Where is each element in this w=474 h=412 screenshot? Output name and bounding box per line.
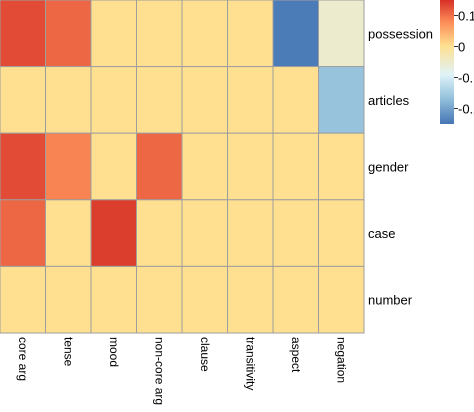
cell-number-core-arg (0, 265, 46, 334)
cell-case-mood (90, 199, 137, 267)
cell-possession-aspect (272, 0, 319, 68)
cell-possession-non-core-arg (136, 0, 183, 68)
colorbar-tick-label-1: 0 (458, 40, 465, 55)
colorbar (440, 0, 454, 124)
colorbar-ticks: 0.1 0 -0.1 -0.2 (454, 9, 474, 117)
cell-case-aspect (272, 199, 319, 267)
colorbar-tick-label-0: 0.1 (458, 9, 474, 24)
cell-articles-negation (318, 66, 365, 134)
column-label-aspect: aspect (289, 337, 303, 373)
cell-number-negation (318, 265, 365, 334)
cell-possession-mood (90, 0, 137, 68)
cell-gender-transitivity (227, 132, 274, 201)
cell-gender-negation (318, 132, 365, 201)
column-label-transitivity: transitivity (243, 337, 257, 390)
row-labels: possession articles gender case number (368, 26, 433, 307)
cell-case-clause (181, 199, 228, 267)
cell-case-negation (318, 199, 365, 267)
cell-number-mood (90, 265, 137, 334)
cell-articles-transitivity (227, 66, 274, 134)
cell-case-core-arg (0, 199, 46, 267)
column-label-clause: clause (198, 337, 212, 372)
cell-possession-core-arg (0, 0, 46, 68)
cell-articles-non-core-arg (136, 66, 183, 134)
cell-gender-non-core-arg (136, 132, 183, 201)
cell-articles-clause (181, 66, 228, 134)
cell-articles-tense (45, 66, 92, 134)
cell-gender-core-arg (0, 132, 46, 201)
cell-articles-core-arg (0, 66, 46, 134)
cell-number-transitivity (227, 265, 274, 334)
column-label-negation: negation (334, 337, 348, 383)
cell-gender-aspect (272, 132, 319, 201)
cell-case-tense (45, 199, 92, 267)
heatmap-cells (0, 0, 365, 334)
colorbar-tick-label-2: -0.1 (458, 71, 474, 86)
row-label-articles: articles (368, 93, 410, 108)
cell-possession-negation (318, 0, 365, 68)
column-labels: core arg tense mood non-core arg clause trans… (16, 337, 349, 405)
cell-gender-mood (90, 132, 137, 201)
cell-case-transitivity (227, 199, 274, 267)
row-label-case: case (368, 226, 395, 241)
row-label-number: number (368, 293, 413, 308)
colorbar-tick-label-3: -0.2 (458, 102, 474, 117)
cell-case-non-core-arg (136, 199, 183, 267)
cell-gender-tense (45, 132, 92, 201)
cell-number-aspect (272, 265, 319, 334)
colorbar-gradient (440, 0, 454, 124)
cell-articles-mood (90, 66, 137, 134)
cell-number-clause (181, 265, 228, 334)
row-label-possession: possession (368, 26, 433, 41)
cell-number-tense (45, 265, 92, 334)
cell-gender-clause (181, 132, 228, 201)
column-label-non-core-arg: non-core arg (152, 337, 166, 405)
column-label-mood: mood (107, 337, 121, 367)
column-label-tense: tense (61, 337, 75, 367)
cell-articles-aspect (272, 66, 319, 134)
cell-possession-transitivity (227, 0, 274, 68)
cell-number-non-core-arg (136, 265, 183, 334)
cell-possession-tense (45, 0, 92, 68)
column-label-core-arg: core arg (16, 337, 30, 381)
cell-possession-clause (181, 0, 228, 68)
row-label-gender: gender (368, 160, 409, 175)
